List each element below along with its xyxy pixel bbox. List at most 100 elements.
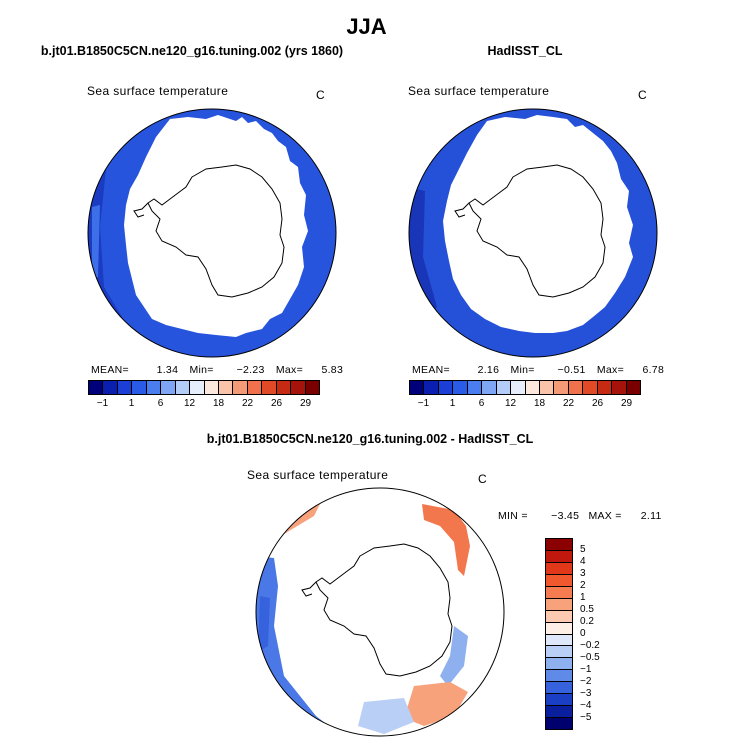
colorbar-swatch	[262, 381, 277, 394]
colorbar-swatch	[546, 694, 572, 707]
colorbar-swatch	[424, 381, 439, 394]
colorbar-swatch	[453, 381, 468, 394]
panel-2-mean-label: MEAN=	[412, 364, 450, 376]
colorbar-tick-label: −1	[417, 398, 430, 409]
panel-3-variable-label: Sea surface temperature	[247, 468, 389, 482]
panel-3-max-label: MAX =	[588, 510, 622, 522]
colorbar-swatch	[496, 381, 512, 394]
colorbar-swatch	[467, 381, 483, 394]
colorbar-tick-label: 12	[183, 398, 196, 409]
colorbar-tick-label: 1	[580, 592, 586, 603]
panel-1-mean-value: 1.34	[156, 364, 179, 376]
panel-3-east-negative	[440, 626, 468, 686]
panel-1-colorbar	[88, 380, 320, 395]
colorbar-tick-label: −1	[580, 664, 592, 675]
colorbar-swatch	[175, 381, 191, 394]
colorbar-swatch	[305, 381, 319, 394]
colorbar-tick-label: 29	[620, 398, 633, 409]
colorbar-tick-label: −2	[580, 676, 592, 687]
colorbar-tick-label: 0.5	[580, 604, 594, 615]
colorbar-swatch	[247, 381, 263, 394]
colorbar-swatch	[546, 634, 572, 647]
panel-2-min-label: Min=	[510, 364, 535, 376]
colorbar-swatch	[546, 718, 572, 729]
colorbar-swatch	[539, 381, 555, 394]
colorbar-swatch	[546, 562, 572, 575]
panel-1-stats: MEAN= 1.34 Min= −2.23 Max= 5.83	[91, 364, 343, 376]
colorbar-tick-label: 5	[580, 544, 586, 555]
colorbar-swatch	[146, 381, 162, 394]
colorbar-swatch	[546, 646, 572, 659]
panel-3-colorbar-ticks: 5 4 3 2 1 0.5 0.2 0 −0.2 −0.5 −1 −2 −3 −4 −5	[580, 538, 630, 730]
panel-1-min-value: −2.23	[236, 364, 265, 376]
panel-1-mean-label: MEAN=	[91, 364, 129, 376]
page-title: JJA	[346, 14, 387, 39]
colorbar-tick-label: −4	[580, 700, 592, 711]
panel-2-antarctica-outline	[468, 164, 606, 298]
panel-1-colorbar-ticks: −1 1 6 12 18 22 26 29	[88, 398, 320, 412]
panel-2-max-label: Max=	[596, 364, 625, 376]
panel-3-map	[255, 487, 505, 737]
colorbar-swatch	[161, 381, 176, 394]
colorbar-swatch	[546, 586, 572, 599]
colorbar-tick-label: 18	[212, 398, 225, 409]
colorbar-swatch	[546, 670, 572, 683]
colorbar-swatch	[190, 381, 205, 394]
panel-3-min-label: MIN =	[498, 510, 528, 522]
panel-3-antarctica-outline	[315, 543, 453, 677]
panel-2-units-label: C	[638, 88, 647, 102]
colorbar-tick-label: 2	[580, 580, 586, 591]
panel-3-max-value: 2.11	[640, 510, 662, 522]
panel-1-sea-ice	[124, 115, 308, 337]
colorbar-swatch	[233, 381, 248, 394]
colorbar-tick-label: −0.2	[580, 640, 600, 651]
panel-1-peninsula-outline	[133, 202, 149, 218]
panel-2-title: HadISST_CL	[487, 44, 563, 58]
colorbar-swatch	[410, 381, 425, 394]
colorbar-swatch	[546, 622, 572, 635]
colorbar-swatch	[89, 381, 104, 394]
panel-3-background	[256, 488, 504, 736]
panel-2-sea-ice	[443, 115, 633, 333]
colorbar-tick-label: −1	[96, 398, 109, 409]
colorbar-tick-label: 22	[562, 398, 575, 409]
colorbar-tick-label: 0	[580, 628, 586, 639]
colorbar-swatch	[626, 381, 640, 394]
colorbar-tick-label: 6	[478, 398, 485, 409]
colorbar-swatch	[554, 381, 569, 394]
panel-3-colorbar	[545, 538, 573, 730]
colorbar-tick-label: 29	[299, 398, 312, 409]
panel-1-title: b.jt01.B1850C5CN.ne120_g16.tuning.002 (y…	[40, 44, 344, 58]
panel-2-variable-label: Sea surface temperature	[408, 84, 550, 98]
colorbar-swatch	[597, 381, 613, 394]
colorbar-tick-label: 3	[580, 568, 586, 579]
panel-1-units-label: C	[316, 88, 325, 102]
panel-3-units-label: C	[478, 472, 487, 486]
colorbar-tick-label: 6	[157, 398, 164, 409]
colorbar-tick-label: 4	[580, 556, 586, 567]
colorbar-swatch	[546, 539, 572, 551]
colorbar-tick-label: 1	[128, 398, 135, 409]
panel-1-variable-label: Sea surface temperature	[87, 84, 229, 98]
panel-1-ocean-warm-patch	[92, 205, 100, 279]
colorbar-swatch	[204, 381, 219, 394]
panel-2-min-value: −0.51	[557, 364, 586, 376]
panel-3-west-strong-negative	[258, 596, 270, 652]
colorbar-swatch	[612, 381, 627, 394]
colorbar-swatch	[103, 381, 118, 394]
colorbar-swatch	[511, 381, 526, 394]
panel-2-mean-value: 2.16	[477, 364, 500, 376]
colorbar-tick-label: −3	[580, 688, 592, 699]
colorbar-swatch	[546, 658, 572, 671]
colorbar-swatch	[583, 381, 598, 394]
panel-2-max-value: 6.78	[642, 364, 665, 376]
panel-1-antarctica-outline	[147, 164, 285, 298]
colorbar-swatch	[546, 706, 572, 719]
colorbar-swatch	[117, 381, 133, 394]
panel-2-map	[408, 108, 658, 358]
colorbar-swatch	[132, 381, 147, 394]
colorbar-swatch	[546, 574, 572, 587]
panel-3-southeast-positive	[404, 682, 468, 726]
colorbar-tick-label: 12	[504, 398, 517, 409]
panel-1-min-label: Min=	[189, 364, 214, 376]
